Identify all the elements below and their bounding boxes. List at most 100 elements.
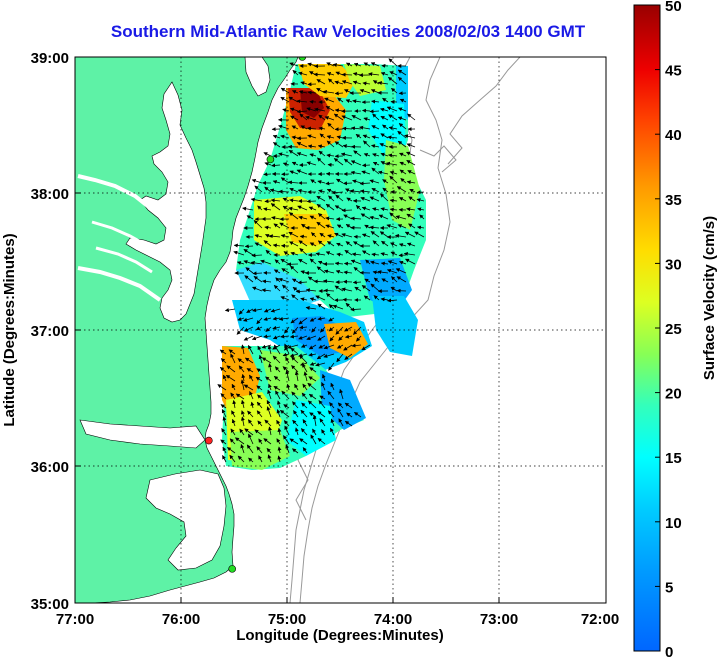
velocity-vector xyxy=(321,373,326,382)
velocity-vector xyxy=(406,160,416,166)
velocity-vector xyxy=(256,410,263,418)
velocity-vector xyxy=(378,214,389,220)
velocity-vector xyxy=(264,199,272,204)
velocity-vector xyxy=(251,253,263,258)
velocity-vector xyxy=(258,455,263,463)
velocity-vector xyxy=(291,294,299,301)
velocity-vector xyxy=(330,427,335,436)
velocity-vector xyxy=(345,62,353,67)
velocity-vector xyxy=(350,170,362,175)
velocity-vector xyxy=(256,446,263,454)
velocity-vector xyxy=(353,411,362,418)
velocity-vector xyxy=(246,368,254,373)
velocity-vector xyxy=(296,99,308,104)
velocity-vector xyxy=(314,107,326,112)
velocity-vector xyxy=(344,420,353,427)
velocity-vector xyxy=(334,261,344,266)
velocity-vector xyxy=(282,205,290,211)
velocity-vector xyxy=(296,152,308,157)
velocity-vector xyxy=(373,295,380,301)
velocity-vector xyxy=(237,455,245,463)
velocity-vector xyxy=(382,179,389,184)
velocity-vector xyxy=(278,189,290,194)
velocity-vector xyxy=(344,353,353,360)
velocity-vector xyxy=(373,277,380,283)
velocity-vector xyxy=(309,242,317,247)
velocity-vector xyxy=(323,279,335,284)
velocity-vector xyxy=(403,251,416,256)
velocity-vector xyxy=(292,401,299,409)
velocity-vector xyxy=(257,394,263,400)
velocity-vector xyxy=(299,248,308,256)
velocity-vector xyxy=(296,109,308,114)
velocity-vector xyxy=(309,317,317,322)
velocity-vector xyxy=(397,116,407,121)
velocity-vector xyxy=(307,400,317,409)
velocity-vector xyxy=(355,205,362,211)
velocity-vector xyxy=(371,125,380,130)
velocity-vector xyxy=(343,344,353,351)
velocity-vector xyxy=(291,125,299,130)
velocity-vector xyxy=(307,382,317,391)
velocity-vector xyxy=(246,308,254,313)
velocity-vector xyxy=(371,252,380,257)
velocity-vector xyxy=(326,153,335,158)
velocity-vector xyxy=(298,240,308,247)
colorbar-tick-label: 30 xyxy=(665,256,682,273)
velocity-vector xyxy=(371,167,380,175)
velocity-vector xyxy=(238,308,245,315)
velocity-vector xyxy=(407,170,416,175)
velocity-vector xyxy=(396,276,407,283)
velocity-vector xyxy=(306,335,317,341)
velocity-vector xyxy=(308,206,317,211)
velocity-vector xyxy=(350,259,362,265)
velocity-vector xyxy=(309,367,317,373)
velocity-vector xyxy=(275,390,281,400)
velocity-vector xyxy=(256,317,263,325)
velocity-vector xyxy=(298,317,308,325)
velocity-vector xyxy=(244,357,254,364)
colorbar-tick-label: 5 xyxy=(665,579,673,596)
velocity-vector xyxy=(257,345,263,355)
velocity-vector xyxy=(382,97,389,103)
colorbar-ticks: 50 45 40 35 30 25 20 15 10 5 0 xyxy=(665,0,682,659)
velocity-vector xyxy=(377,81,389,86)
velocity-vector xyxy=(306,161,317,166)
velocity-vector xyxy=(386,268,398,274)
velocity-vector xyxy=(339,388,344,400)
velocity-vector xyxy=(389,71,398,76)
velocity-vector xyxy=(409,188,416,193)
velocity-vector xyxy=(343,261,353,266)
velocity-vector xyxy=(395,268,407,274)
velocity-vector xyxy=(298,258,308,265)
velocity-vector xyxy=(251,335,263,341)
velocity-vector xyxy=(240,416,245,427)
velocity-vector xyxy=(263,172,272,177)
velocity-vector xyxy=(387,135,398,140)
velocity-vector xyxy=(220,404,227,409)
velocity-vector xyxy=(338,335,344,341)
velocity-vector xyxy=(353,62,362,67)
velocity-vector xyxy=(309,297,317,302)
velocity-vector xyxy=(351,343,362,348)
velocity-vector xyxy=(292,69,299,76)
velocity-vector xyxy=(301,402,308,409)
velocity-vector xyxy=(265,376,272,382)
velocity-vector xyxy=(372,161,380,166)
velocity-vector xyxy=(244,275,254,283)
velocity-vector xyxy=(386,106,398,112)
velocity-vector xyxy=(221,428,227,436)
velocity-vector xyxy=(282,284,290,292)
velocity-vector xyxy=(317,437,326,445)
velocity-vector xyxy=(315,295,326,301)
velocity-vector xyxy=(361,206,371,211)
velocity-vector xyxy=(351,115,362,121)
velocity-vector xyxy=(318,189,326,194)
velocity-vector xyxy=(350,216,362,221)
velocity-vector xyxy=(368,72,380,77)
velocity-vector xyxy=(247,345,254,355)
velocity-vector xyxy=(399,152,407,157)
velocity-vector xyxy=(307,134,317,139)
velocity-vector xyxy=(316,195,326,202)
velocity-vector xyxy=(250,401,255,409)
